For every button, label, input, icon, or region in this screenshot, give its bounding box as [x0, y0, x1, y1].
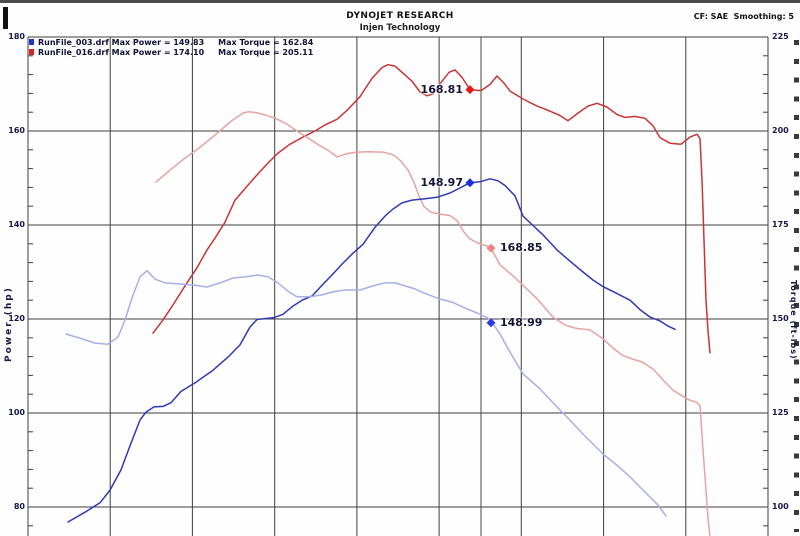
legend-color-swatch	[29, 39, 34, 45]
photo-edge-tick-marks	[794, 40, 799, 532]
y-left-tick-label: 100	[8, 408, 25, 417]
y-right-tick-label: 175	[772, 220, 789, 229]
y-left-tick-label: 120	[8, 314, 25, 323]
cursor-value-label: 148.99	[500, 315, 543, 329]
legend-file-and-power: RunFile_003.drf Max Power = 149.83	[38, 37, 205, 47]
photo-corner-mark	[3, 7, 8, 29]
cursor-value-label: 168.85	[500, 241, 543, 255]
legend-file-and-power: RunFile_016.drf Max Power = 174.10	[38, 47, 205, 57]
y-left-tick-label: 80	[13, 502, 25, 511]
cursor-marker-diamond-2[interactable]	[486, 243, 496, 253]
y-right-tick-label: 150	[772, 314, 789, 323]
cursor-marker-diamond-0[interactable]	[465, 85, 475, 95]
y-right-tick-label: 100	[772, 502, 789, 511]
cursor-marker-diamond-3[interactable]	[486, 318, 496, 328]
legend-max-torque: Max Torque = 162.84	[218, 37, 314, 47]
page-title: DYNOJET RESEARCH	[346, 11, 454, 21]
correction-smoothing-label: CF: SAE Smoothing: 5	[693, 12, 794, 21]
legend-row: RunFile_003.drf Max Power = 149.83 Max To…	[29, 37, 313, 47]
y-left-tick-label: 160	[8, 126, 25, 135]
page-subtitle: Injen Technology	[359, 23, 441, 33]
y-left-tick-label: 140	[8, 220, 25, 229]
curve-runfile-016-torque	[155, 111, 711, 536]
curve-runfile-003-torque	[65, 269, 667, 517]
legend-max-torque: Max Torque = 205.11	[218, 47, 314, 57]
cursor-value-label: 148.97	[420, 175, 463, 189]
y-right-tick-label: 225	[772, 32, 789, 41]
legend: RunFile_003.drf Max Power = 149.83 Max To…	[29, 37, 313, 57]
y-right-tick-label: 125	[772, 408, 789, 417]
y-right-tick-label: 200	[772, 126, 789, 135]
curve-runfile-003-power	[67, 178, 676, 523]
cursor-marker-diamond-1[interactable]	[465, 178, 475, 188]
photo-top-edge	[0, 0, 800, 3]
legend-row: RunFile_016.drf Max Power = 174.10 Max To…	[29, 47, 313, 57]
legend-color-swatch	[29, 49, 34, 55]
cursor-value-label: 168.81	[420, 82, 463, 96]
y-left-tick-label: 180	[8, 32, 25, 41]
curve-runfile-016-power	[152, 63, 711, 354]
